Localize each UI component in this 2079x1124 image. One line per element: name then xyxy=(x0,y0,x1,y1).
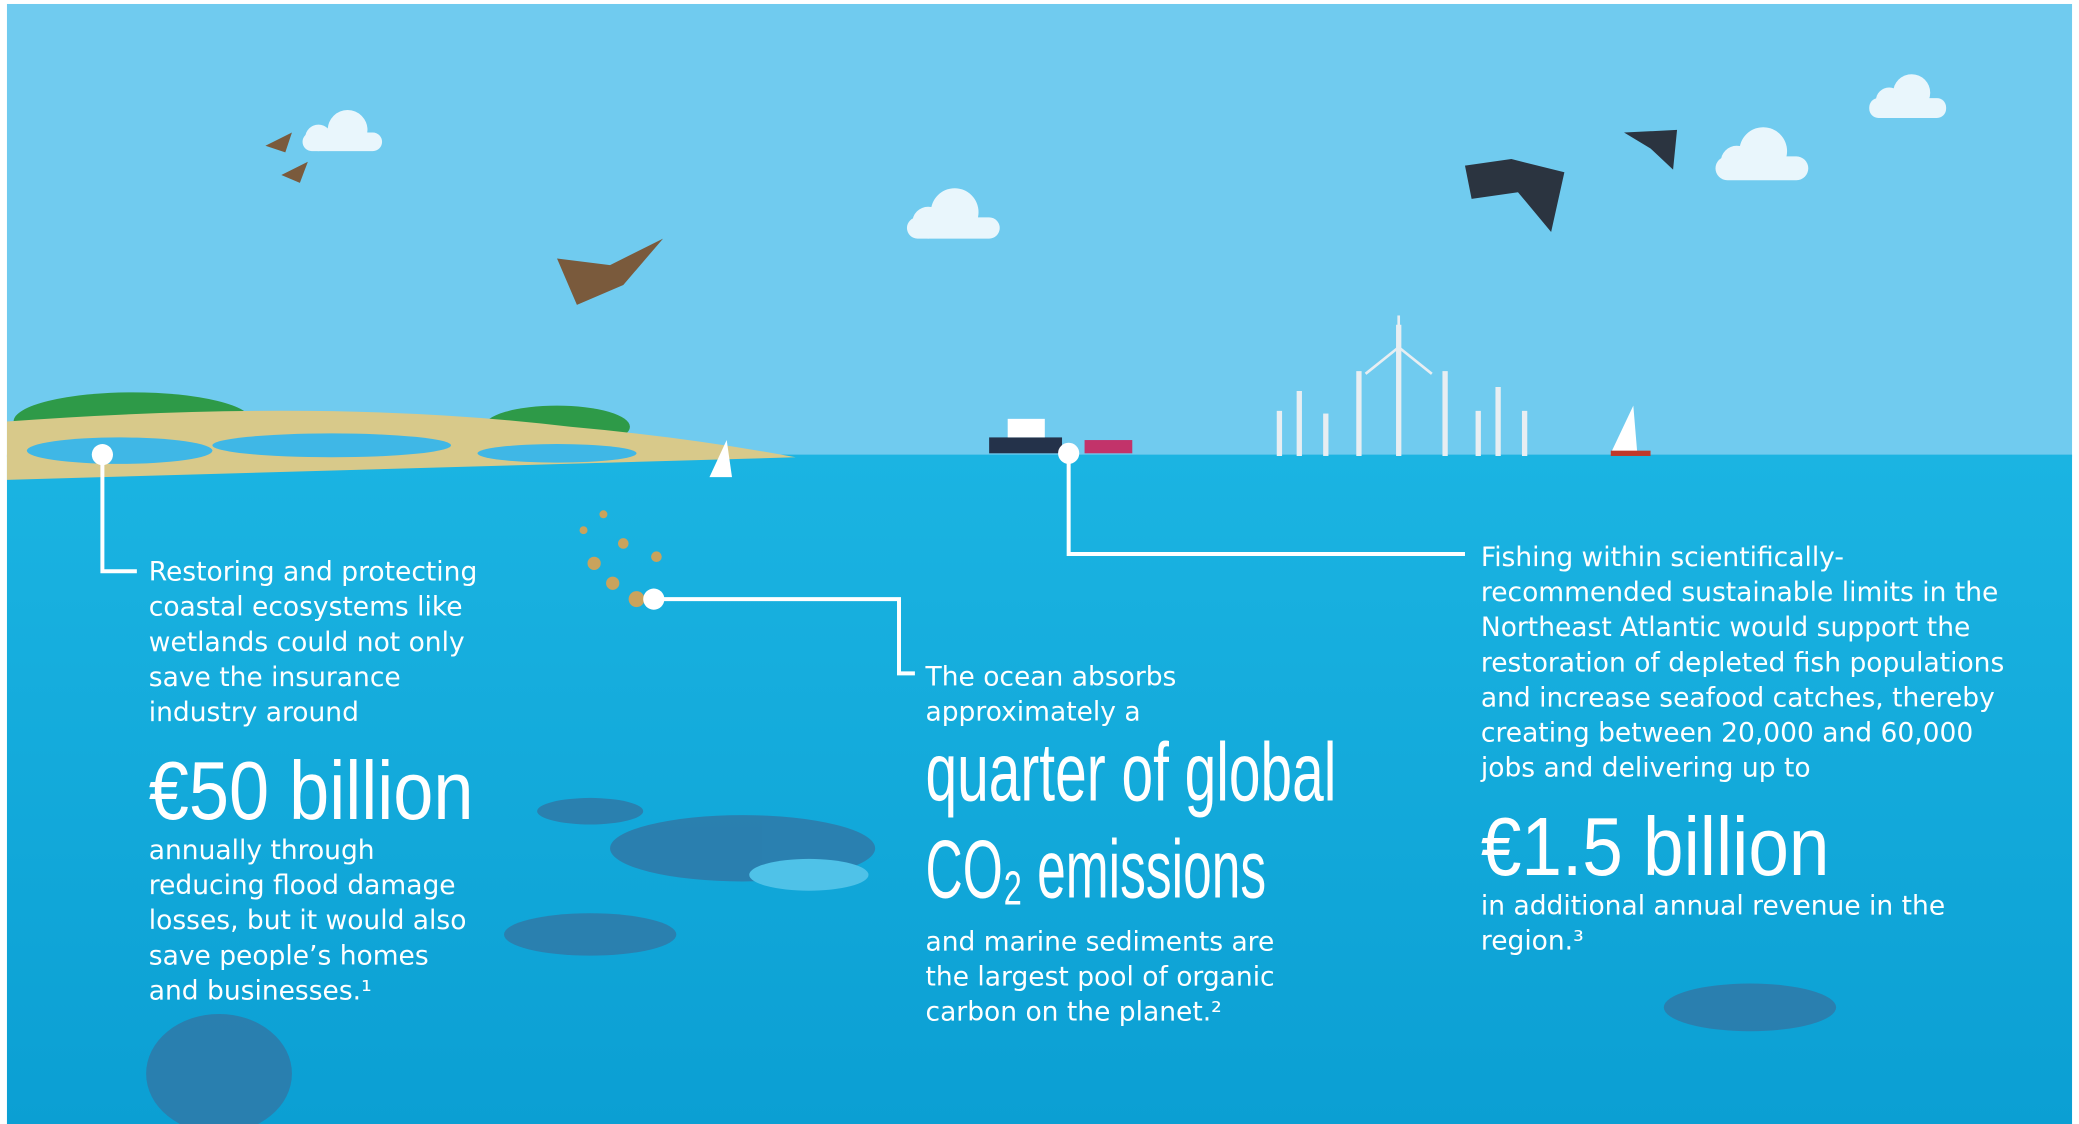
body-text: coastal ecosystems like xyxy=(149,592,463,623)
dolphin-belly xyxy=(749,858,869,891)
clouds xyxy=(302,74,1947,239)
sky xyxy=(6,3,2073,458)
sediment xyxy=(579,510,662,608)
body-text: in additional annual revenue in the xyxy=(1481,891,1945,922)
body-text: Restoring and protecting xyxy=(149,557,478,588)
body-text: the largest pool of organic xyxy=(926,961,1275,992)
body-text: reducing flood damage xyxy=(149,870,456,901)
key-figure: quarter of global xyxy=(926,728,1337,819)
body-text: and businesses.¹ xyxy=(149,975,372,1006)
body-text: jobs and delivering up to xyxy=(1480,753,1811,784)
body-text: carbon on the planet.² xyxy=(926,997,1222,1028)
birds xyxy=(265,132,664,305)
connector-dots xyxy=(91,442,1080,610)
body-text: save people’s homes xyxy=(149,940,429,971)
connectors xyxy=(100,453,1465,676)
body-text: The ocean absorbs xyxy=(925,661,1177,692)
body-text: recommended sustainable limits in the xyxy=(1481,577,1998,608)
wind-farm xyxy=(1276,315,1528,456)
body-text: annually through xyxy=(149,835,375,866)
body-text: region.³ xyxy=(1481,926,1584,957)
body-text: and marine sediments are xyxy=(926,926,1275,957)
body-text: Northeast Atlantic would support the xyxy=(1481,612,1970,643)
body-text: losses, but it would also xyxy=(149,905,467,936)
body-text: creating between 20,000 and 60,000 xyxy=(1481,718,1973,749)
body-text: restoration of depleted fish populations xyxy=(1481,647,2004,678)
seabirds xyxy=(1464,129,1678,232)
body-text: save the insurance xyxy=(149,662,401,693)
body-text: wetlands could not only xyxy=(149,627,465,658)
body-text: approximately a xyxy=(926,696,1141,727)
key-figure: €1.5 billion xyxy=(1481,802,1830,893)
key-figure: €50 billion xyxy=(149,746,474,837)
body-text: industry around xyxy=(149,697,359,728)
key-figure: CO₂ emissions xyxy=(926,824,1267,915)
boats xyxy=(989,405,1651,456)
body-text: Fishing within scientifically- xyxy=(1481,542,1844,573)
body-text: and increase seafood catches, thereby xyxy=(1481,682,1995,713)
coast xyxy=(6,392,796,480)
